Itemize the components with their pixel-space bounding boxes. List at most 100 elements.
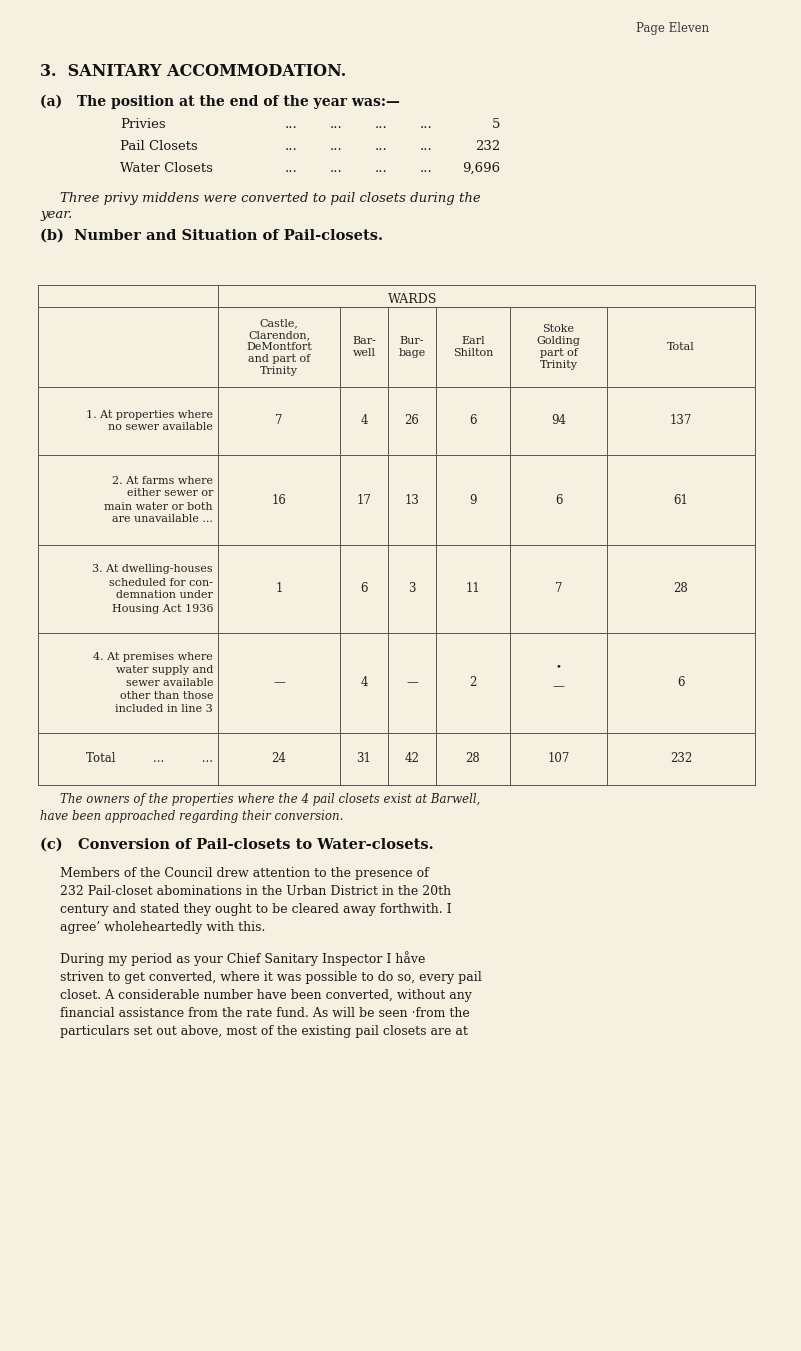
Text: included in line 3: included in line 3 bbox=[115, 704, 213, 713]
Text: 9: 9 bbox=[469, 493, 477, 507]
Text: During my period as your Chief Sanitary Inspector I håve: During my period as your Chief Sanitary … bbox=[60, 951, 425, 966]
Text: 26: 26 bbox=[405, 415, 420, 427]
Text: 11: 11 bbox=[465, 582, 481, 596]
Text: Privies: Privies bbox=[120, 118, 166, 131]
Text: WARDS: WARDS bbox=[388, 293, 437, 305]
Text: 2: 2 bbox=[469, 677, 477, 689]
Text: ...: ... bbox=[375, 141, 388, 153]
Text: have been approached regarding their conversion.: have been approached regarding their con… bbox=[40, 811, 344, 823]
Text: Total: Total bbox=[667, 342, 695, 353]
Text: 6: 6 bbox=[678, 677, 685, 689]
Text: 232: 232 bbox=[475, 141, 500, 153]
Text: ...: ... bbox=[420, 162, 433, 176]
Text: Three privy middens were converted to pail closets during the: Three privy middens were converted to pa… bbox=[60, 192, 481, 205]
Text: ...: ... bbox=[330, 141, 343, 153]
Text: 137: 137 bbox=[670, 415, 692, 427]
Text: 13: 13 bbox=[405, 493, 420, 507]
Text: 94: 94 bbox=[551, 415, 566, 427]
Text: 107: 107 bbox=[547, 753, 570, 766]
Text: DeMontfort: DeMontfort bbox=[246, 342, 312, 353]
Text: The owners of the properties where the 4 pail closets exist at Barwell,: The owners of the properties where the 4… bbox=[60, 793, 481, 807]
Text: main water or both: main water or both bbox=[104, 501, 213, 512]
Text: ...: ... bbox=[375, 118, 388, 131]
Text: —: — bbox=[273, 677, 285, 689]
Text: and part of: and part of bbox=[248, 354, 310, 363]
Text: century and stated they ought to be cleared away forthwith. I: century and stated they ought to be clea… bbox=[60, 902, 452, 916]
Text: 24: 24 bbox=[272, 753, 287, 766]
Text: Bar-: Bar- bbox=[352, 336, 376, 346]
Text: 28: 28 bbox=[465, 753, 481, 766]
Text: —: — bbox=[406, 677, 418, 689]
Text: •: • bbox=[556, 662, 562, 671]
Text: closet. A considerable number have been converted, without any: closet. A considerable number have been … bbox=[60, 989, 472, 1002]
Text: other than those: other than those bbox=[119, 690, 213, 701]
Text: 4: 4 bbox=[360, 677, 368, 689]
Text: demnation under: demnation under bbox=[116, 590, 213, 600]
Text: striven to get converted, where it was possible to do so, every pail: striven to get converted, where it was p… bbox=[60, 971, 481, 984]
Text: Water Closets: Water Closets bbox=[120, 162, 213, 176]
Text: are unavailable ...: are unavailable ... bbox=[112, 515, 213, 524]
Text: Members of the Council drew attention to the presence of: Members of the Council drew attention to… bbox=[60, 867, 429, 880]
Text: ...: ... bbox=[420, 141, 433, 153]
Text: Clarendon,: Clarendon, bbox=[248, 330, 310, 340]
Text: 16: 16 bbox=[272, 493, 287, 507]
Text: Housing Act 1936: Housing Act 1936 bbox=[111, 604, 213, 613]
Text: 31: 31 bbox=[356, 753, 372, 766]
Text: Bur-: Bur- bbox=[400, 336, 425, 346]
Text: 5: 5 bbox=[492, 118, 500, 131]
Text: 28: 28 bbox=[674, 582, 688, 596]
Text: 17: 17 bbox=[356, 493, 372, 507]
Text: Page Eleven: Page Eleven bbox=[636, 22, 709, 35]
Text: 7: 7 bbox=[555, 582, 562, 596]
Text: ...: ... bbox=[285, 162, 298, 176]
Text: 4: 4 bbox=[360, 415, 368, 427]
Text: 2. At farms where: 2. At farms where bbox=[112, 476, 213, 485]
Text: well: well bbox=[352, 349, 376, 358]
Text: 3. At dwelling-houses: 3. At dwelling-houses bbox=[92, 565, 213, 574]
Text: 1: 1 bbox=[276, 582, 283, 596]
Text: Golding: Golding bbox=[537, 336, 581, 346]
Text: financial assistance from the rate fund. As will be seen ·from the: financial assistance from the rate fund.… bbox=[60, 1006, 469, 1020]
Text: 61: 61 bbox=[674, 493, 688, 507]
Text: agree’ wholeheartedly with this.: agree’ wholeheartedly with this. bbox=[60, 921, 265, 934]
Text: water supply and: water supply and bbox=[115, 665, 213, 676]
Text: 6: 6 bbox=[555, 493, 562, 507]
Text: Total          ...          ...: Total ... ... bbox=[86, 753, 213, 766]
Text: 7: 7 bbox=[276, 415, 283, 427]
Text: 232 Pail-closet abominations in the Urban District in the 20th: 232 Pail-closet abominations in the Urba… bbox=[60, 885, 451, 898]
Text: ...: ... bbox=[285, 118, 298, 131]
Text: 232: 232 bbox=[670, 753, 692, 766]
Text: (c)   Conversion of Pail-closets to Water-closets.: (c) Conversion of Pail-closets to Water-… bbox=[40, 838, 433, 852]
Text: sewer available: sewer available bbox=[126, 678, 213, 688]
Text: scheduled for con-: scheduled for con- bbox=[109, 577, 213, 588]
Text: year.: year. bbox=[40, 208, 72, 222]
Text: Trinity: Trinity bbox=[540, 359, 578, 370]
Text: —: — bbox=[553, 681, 565, 693]
Text: Earl: Earl bbox=[461, 336, 485, 346]
Text: Trinity: Trinity bbox=[260, 366, 298, 376]
Text: ...: ... bbox=[330, 162, 343, 176]
Text: 42: 42 bbox=[405, 753, 420, 766]
Text: Pail Closets: Pail Closets bbox=[120, 141, 198, 153]
Text: 9,696: 9,696 bbox=[462, 162, 500, 176]
Text: 3.  SANITARY ACCOMMODATION.: 3. SANITARY ACCOMMODATION. bbox=[40, 63, 346, 80]
Text: 6: 6 bbox=[360, 582, 368, 596]
Text: (a)   The position at the end of the year was:—: (a) The position at the end of the year … bbox=[40, 95, 400, 109]
Text: particulars set out above, most of the existing pail closets are at: particulars set out above, most of the e… bbox=[60, 1025, 468, 1038]
Text: Shilton: Shilton bbox=[453, 349, 493, 358]
Text: ...: ... bbox=[330, 118, 343, 131]
Text: ...: ... bbox=[285, 141, 298, 153]
Text: (b)  Number and Situation of Pail-closets.: (b) Number and Situation of Pail-closets… bbox=[40, 230, 383, 243]
Text: ...: ... bbox=[420, 118, 433, 131]
Text: 6: 6 bbox=[469, 415, 477, 427]
Text: 3: 3 bbox=[409, 582, 416, 596]
Text: part of: part of bbox=[540, 349, 578, 358]
Text: either sewer or: either sewer or bbox=[127, 489, 213, 499]
Text: 1. At properties where: 1. At properties where bbox=[86, 409, 213, 420]
Text: Castle,: Castle, bbox=[260, 317, 299, 328]
Text: ...: ... bbox=[375, 162, 388, 176]
Text: 4. At premises where: 4. At premises where bbox=[93, 653, 213, 662]
Text: Stoke: Stoke bbox=[542, 324, 574, 334]
Text: bage: bage bbox=[398, 349, 425, 358]
Text: no sewer available: no sewer available bbox=[108, 423, 213, 432]
